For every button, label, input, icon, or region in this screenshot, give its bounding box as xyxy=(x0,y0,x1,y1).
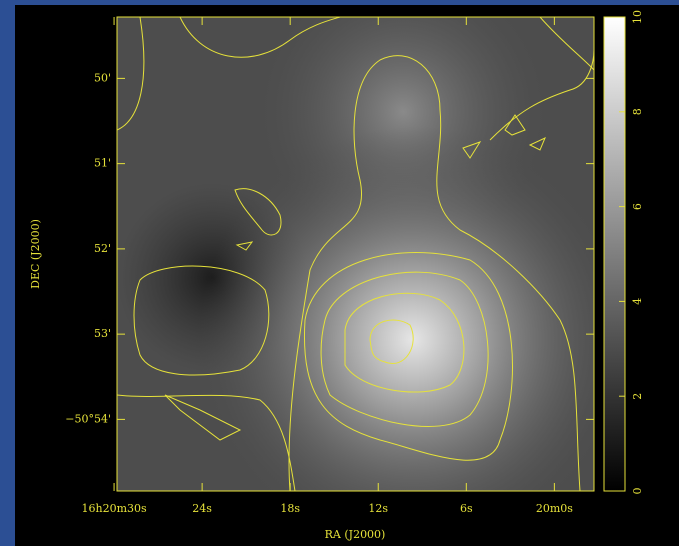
page: RA (J2000) DEC (J2000) 16h20m30s 24s 18s 12… xyxy=(0,0,679,546)
colorbar-tick-label: 10 xyxy=(631,10,644,24)
x-axis-label: RA (J2000) xyxy=(325,528,386,541)
colorbar-tick-label: 2 xyxy=(631,393,644,400)
y-tick-label: 52' xyxy=(94,242,111,255)
colorbar-tick-label: 6 xyxy=(631,203,644,210)
y-tick-label: 51' xyxy=(94,157,111,170)
x-tick-label: 24s xyxy=(192,502,212,515)
x-tick-label: 16h20m30s xyxy=(81,502,147,515)
chart: RA (J2000) DEC (J2000) 16h20m30s 24s 18s 12… xyxy=(0,0,679,546)
y-tick-label: −50°54' xyxy=(65,412,111,425)
image xyxy=(117,17,594,491)
y-tick-label: 53' xyxy=(94,327,111,340)
colorbar-tick-label: 0 xyxy=(631,488,644,495)
x-tick-label: 12s xyxy=(368,502,388,515)
x-tick-label: 6s xyxy=(460,502,473,515)
y-tick-label: 50' xyxy=(94,71,111,84)
colorbar-tick-label: 8 xyxy=(631,108,644,115)
colorbar-tick-label: 4 xyxy=(631,298,644,305)
colorbar xyxy=(604,17,625,491)
x-tick-label: 20m0s xyxy=(536,502,573,515)
y-axis-label: DEC (J2000) xyxy=(29,219,42,289)
x-tick-label: 18s xyxy=(280,502,300,515)
